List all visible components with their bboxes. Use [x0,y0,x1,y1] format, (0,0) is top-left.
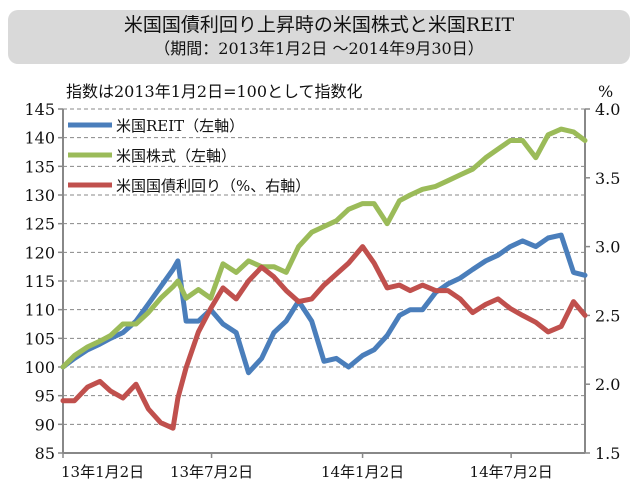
y-tick-label: 90 [35,415,55,434]
y-tick-label: 130 [24,186,55,205]
y-tick-label: 140 [24,129,55,148]
y-tick-label: 100 [24,358,55,377]
legend-label: 米国REIT（左軸） [116,117,244,135]
y-tick-label: 105 [24,329,55,348]
y-tick-label: 95 [35,387,55,406]
series-line-3 [60,244,588,431]
series-line-1 [60,232,588,376]
legend-label: 米国株式（左軸） [116,147,236,165]
y2-tick-label: 3.5 [595,169,620,188]
y2-tick-label: 2.5 [595,306,620,325]
x-tick-label: 13年1月2日 [61,463,144,481]
y-tick-label: 110 [24,301,55,320]
x-tick-label: 14年7月2日 [470,463,553,481]
y2-unit-label: % [598,82,613,101]
y2-tick-label: 2.0 [595,375,620,394]
y2-tick-label: 4.0 [595,100,620,119]
y-tick-label: 145 [24,100,55,119]
x-tick-label: 13年7月2日 [170,463,253,481]
y2-tick-label: 1.5 [595,444,620,463]
title-box: 米国国債利回り上昇時の米国株式と米国REIT （期間：2013年1月2日 ～20… [8,10,630,64]
y-tick-label: 125 [24,215,55,234]
legend-label: 米国国債利回り（%、右軸） [116,177,310,195]
y-tick-label: 115 [24,272,55,291]
y-tick-label: 120 [24,243,55,262]
index-note: 指数は2013年1月2日=100として指数化 [66,82,363,101]
y-tick-label: 135 [24,157,55,176]
chart-title: 米国国債利回り上昇時の米国株式と米国REIT [123,14,515,36]
y-tick-label: 85 [35,444,55,463]
x-tick-label: 14年1月2日 [321,463,404,481]
y2-tick-label: 3.0 [595,238,620,257]
series-line-2 [60,126,588,370]
chart-subtitle: （期間：2013年1月2日 ～2014年9月30日） [154,39,484,58]
